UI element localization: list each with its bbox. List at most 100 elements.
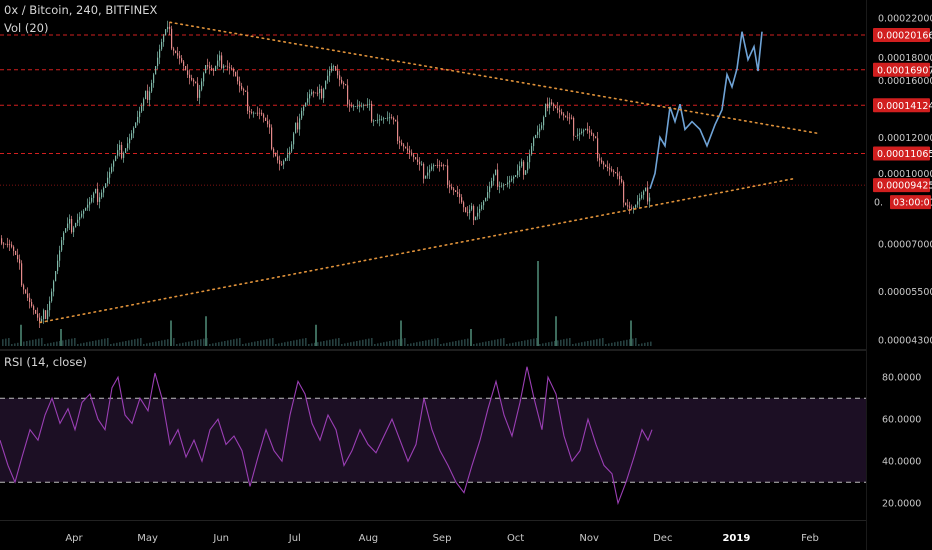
candle-body (593, 134, 595, 137)
horizontal-levels[interactable] (0, 34, 866, 186)
volume-bar (47, 343, 49, 346)
candle-body (125, 148, 127, 154)
volume-bar (197, 339, 199, 346)
candle-body (511, 178, 513, 181)
candle-body (509, 180, 511, 183)
candle-body (85, 207, 87, 211)
volume-bar (455, 341, 457, 346)
volume-indicator-label[interactable]: Vol (20) (4, 21, 49, 35)
candle-body (555, 106, 557, 109)
candle-body (139, 111, 141, 117)
candle-body (467, 212, 469, 214)
volume-bar (137, 338, 139, 346)
candle-body (551, 102, 553, 105)
candle-body (303, 106, 305, 111)
volume-bar (557, 340, 559, 346)
volume-bar (590, 340, 592, 346)
candle-body (9, 244, 11, 246)
volume-bar (125, 341, 127, 346)
pane-separator[interactable] (0, 349, 866, 351)
candle-body (605, 164, 607, 167)
candle-body (477, 212, 479, 217)
volume-bar (299, 339, 301, 346)
candle-body (507, 182, 509, 185)
volume-bar (224, 341, 226, 346)
candle-body (119, 144, 121, 151)
candle-body (451, 186, 453, 189)
volume-spike (205, 316, 207, 346)
candle-body (105, 183, 107, 188)
volume-bar (398, 339, 400, 346)
candle-body (231, 68, 233, 69)
candle-body (239, 81, 241, 87)
candle-body (337, 70, 339, 76)
candle-body (43, 310, 45, 320)
candle-body (431, 166, 433, 170)
candle-body (597, 138, 599, 159)
candle-body (629, 206, 631, 208)
candle-body (385, 118, 387, 119)
candle-body (187, 70, 189, 75)
candle-body (225, 65, 227, 67)
volume-bar (599, 338, 601, 346)
volume-spike (555, 316, 557, 346)
candle-body (313, 92, 315, 94)
candle-body (363, 105, 365, 106)
candle-body (643, 191, 645, 195)
candle-body (257, 112, 259, 114)
candle-body (309, 94, 311, 99)
candle-body (107, 177, 109, 184)
volume-bar (32, 339, 34, 346)
candle-body (577, 134, 579, 136)
volume-spike (170, 320, 172, 346)
volume-bar (17, 342, 19, 346)
rsi-tick-label: 80.0000 (882, 373, 921, 384)
candle-body (259, 112, 261, 114)
volume-bar (113, 343, 115, 346)
volume-bar (116, 342, 118, 346)
candle-body (61, 240, 63, 251)
volume-bar (128, 340, 130, 346)
volume-bar (491, 340, 493, 346)
candle-body (397, 121, 399, 142)
volume-bar (605, 344, 607, 346)
candle-body (565, 115, 567, 118)
symbol-title[interactable]: 0x / Bitcoin, 240, BITFINEX (4, 3, 158, 17)
candle-body (227, 66, 229, 68)
candle-body (573, 117, 575, 136)
volume-bar (620, 341, 622, 346)
candle-body (31, 302, 33, 307)
volume-bar (119, 342, 121, 346)
volume-bar (245, 343, 247, 346)
volume-bar (545, 342, 547, 346)
volume-bar (614, 342, 616, 346)
volume-bar (569, 338, 571, 346)
volume-bar (647, 342, 649, 346)
trendline-ascending[interactable] (39, 177, 796, 324)
trendline-descending[interactable] (169, 21, 819, 135)
rsi-indicator-label[interactable]: RSI (14, close) (4, 355, 87, 369)
volume-bar (380, 342, 382, 346)
candle-body (647, 187, 649, 202)
candle-body (419, 161, 421, 165)
candle-body (343, 82, 345, 85)
candle-body (569, 117, 571, 119)
volume-bar (281, 342, 283, 346)
trendlines[interactable] (39, 21, 819, 324)
volume-bar (134, 339, 136, 346)
candle-body (461, 197, 463, 203)
candle-body (399, 141, 401, 143)
candle-body (97, 188, 99, 202)
volume-bar (407, 344, 409, 346)
volume-spike (537, 261, 539, 346)
candle-body (305, 102, 307, 107)
candle-body (339, 75, 341, 80)
candle-body (607, 166, 609, 169)
candle-body (133, 127, 135, 134)
volume-bar (632, 338, 634, 346)
candle-body (475, 216, 477, 221)
price-axis-border (866, 0, 867, 550)
candle-body (191, 77, 193, 80)
candle-body (175, 50, 177, 54)
